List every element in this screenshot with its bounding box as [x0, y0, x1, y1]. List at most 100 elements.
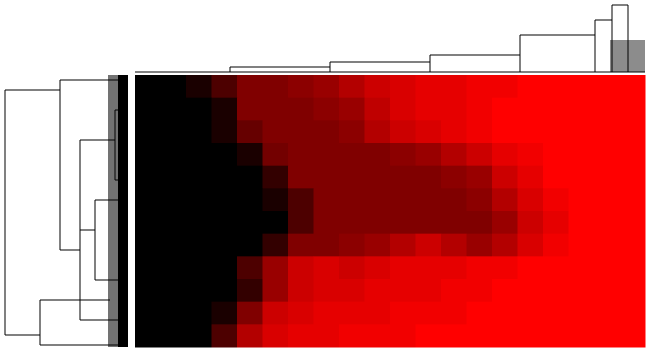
heat-cell: [186, 143, 212, 167]
heat-cell: [619, 211, 646, 235]
heat-cell: [313, 256, 340, 280]
heat-cell: [594, 256, 620, 280]
heat-cell: [211, 188, 238, 212]
heat-cell: [313, 75, 340, 99]
heat-cell: [415, 165, 442, 189]
heat-cell: [390, 97, 416, 121]
heat-cell: [135, 75, 161, 99]
row-dendrogram: [4, 75, 128, 347]
heat-cell: [262, 233, 289, 257]
heat-cell: [594, 165, 620, 189]
heat-cell: [237, 143, 263, 167]
heat-cell: [594, 188, 620, 212]
heat-cell: [211, 120, 238, 144]
heat-cell: [339, 75, 365, 99]
heat-cell: [262, 97, 289, 121]
heat-cell: [619, 97, 646, 121]
heat-cell: [619, 279, 646, 303]
heat-cell: [339, 211, 365, 235]
heat-cell: [492, 97, 518, 121]
heat-cell: [288, 120, 314, 144]
heat-cell: [619, 143, 646, 167]
heat-cell: [160, 233, 187, 257]
heat-cell: [211, 324, 238, 348]
heat-cell: [466, 301, 493, 325]
separator: [131, 73, 133, 351]
heat-cell: [339, 120, 365, 144]
heat-cell: [237, 120, 263, 144]
heat-cell: [237, 256, 263, 280]
heat-cell: [594, 120, 620, 144]
heat-cell: [492, 324, 518, 348]
heat-cell: [186, 188, 212, 212]
heat-cell: [543, 279, 569, 303]
heat-cell: [441, 211, 467, 235]
heat-cell: [441, 324, 467, 348]
heat-cell: [262, 324, 289, 348]
heat-cell: [160, 120, 187, 144]
heat-cell: [160, 301, 187, 325]
heat-cell: [594, 233, 620, 257]
heat-cell: [364, 233, 391, 257]
heat-cell: [517, 188, 544, 212]
heat-cell: [288, 211, 314, 235]
heat-cell: [288, 279, 314, 303]
heat-cell: [160, 279, 187, 303]
heat-cell: [364, 301, 391, 325]
heat-cell: [211, 211, 238, 235]
heat-cell: [135, 301, 161, 325]
heat-cell: [288, 256, 314, 280]
heat-cell: [339, 143, 365, 167]
heat-cell: [339, 256, 365, 280]
heat-cell: [313, 233, 340, 257]
heat-cell: [390, 256, 416, 280]
heat-cell: [568, 211, 595, 235]
heat-cell: [619, 301, 646, 325]
heat-cell: [135, 324, 161, 348]
heat-cell: [517, 120, 544, 144]
heat-cell: [492, 233, 518, 257]
heat-cell: [619, 120, 646, 144]
heat-cell: [211, 301, 238, 325]
heat-cell: [543, 188, 569, 212]
heat-cell: [288, 324, 314, 348]
heat-cell: [543, 120, 569, 144]
heat-cell: [364, 75, 391, 99]
heat-cell: [415, 75, 442, 99]
heat-cell: [237, 301, 263, 325]
heat-cell: [313, 165, 340, 189]
heat-cell: [364, 165, 391, 189]
heat-cell: [262, 301, 289, 325]
heat-cell: [135, 120, 161, 144]
heat-cell: [135, 279, 161, 303]
heat-cell: [211, 97, 238, 121]
heat-cell: [339, 97, 365, 121]
heat-cell: [466, 256, 493, 280]
heat-cell: [364, 324, 391, 348]
heat-cell: [415, 188, 442, 212]
heat-cell: [543, 211, 569, 235]
heat-cell: [568, 188, 595, 212]
heat-cell: [568, 143, 595, 167]
heat-cell: [568, 165, 595, 189]
heat-cell: [186, 165, 212, 189]
heat-cell: [160, 211, 187, 235]
heat-cell: [466, 211, 493, 235]
heat-cell: [262, 75, 289, 99]
heat-cell: [466, 165, 493, 189]
heat-cell: [313, 279, 340, 303]
heat-cell: [339, 165, 365, 189]
heat-cell: [237, 279, 263, 303]
heat-cell: [339, 301, 365, 325]
heat-cell: [186, 211, 212, 235]
heat-cell: [186, 256, 212, 280]
heat-cell: [492, 188, 518, 212]
heat-cell: [466, 75, 493, 99]
heat-cell: [415, 211, 442, 235]
heat-cell: [390, 165, 416, 189]
heat-cell: [543, 301, 569, 325]
heat-cell: [390, 120, 416, 144]
heat-cell: [364, 211, 391, 235]
heat-cell: [160, 97, 187, 121]
heat-cell: [237, 233, 263, 257]
